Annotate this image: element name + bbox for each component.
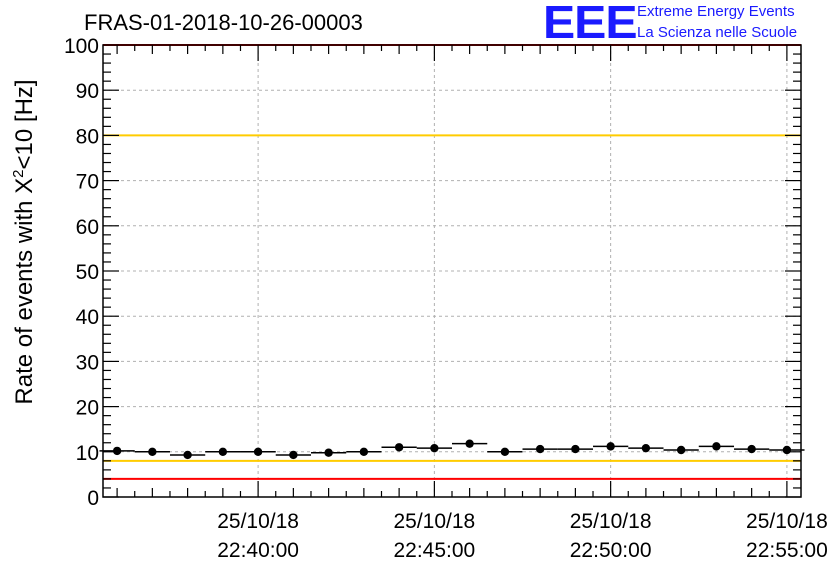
grid	[103, 45, 801, 497]
data-point	[112, 446, 122, 456]
data-point	[148, 447, 157, 456]
data-point	[218, 447, 228, 456]
data-point	[430, 443, 439, 453]
data-point	[500, 447, 510, 456]
y-tick-label: 10	[76, 442, 99, 465]
data-point	[289, 450, 298, 460]
data-point	[183, 450, 192, 460]
x-tick-label-date: 25/10/18	[570, 510, 652, 533]
x-tick-label-date: 25/10/18	[746, 510, 828, 533]
x-tick-label-date: 25/10/18	[393, 510, 475, 533]
logo-line-2: La Scienza nelle Scuole	[637, 24, 798, 41]
logo-line-1: Extreme Energy Events	[637, 3, 795, 20]
y-axis-title-main: Rate of events with X	[11, 178, 38, 405]
y-axis-title-sup: 2	[10, 169, 27, 177]
data-series	[99, 439, 805, 460]
data-point	[465, 439, 474, 448]
data-point	[606, 442, 615, 451]
data-point	[712, 442, 721, 451]
y-tick-label: 90	[76, 80, 99, 103]
data-point	[782, 445, 792, 455]
run-title: FRAS-01-2018-10-26-00003	[84, 10, 363, 35]
y-tick-label: 20	[76, 397, 99, 420]
data-point	[535, 444, 545, 454]
data-point	[676, 445, 686, 455]
x-tick-label-date: 25/10/18	[217, 510, 299, 533]
tick-labels: 0 10 20 30 40 50 60 70 80 90 100 25/10/18 22:40:00 25…	[64, 35, 828, 562]
data-point	[747, 444, 756, 454]
x-tick-label-time: 22:55:00	[746, 539, 828, 562]
y-tick-label: 50	[76, 261, 99, 284]
data-point	[253, 447, 263, 456]
data-point	[571, 444, 580, 454]
y-tick-label: 70	[76, 171, 99, 194]
data-point	[359, 447, 369, 456]
data-point	[324, 448, 333, 457]
x-tick-label-time: 22:45:00	[393, 539, 475, 562]
reference-lines	[103, 44, 801, 480]
x-tick-label-time: 22:40:00	[217, 539, 299, 562]
logo-mark: EEE	[543, 0, 638, 48]
plot-frame	[102, 44, 802, 498]
y-tick-label: 100	[64, 35, 99, 58]
x-tick-label-time: 22:50:00	[570, 539, 652, 562]
y-tick-label: 30	[76, 351, 99, 374]
data-point	[394, 443, 404, 452]
y-axis-title: Rate of events with X2<10 [Hz]	[10, 79, 38, 404]
y-tick-label: 40	[76, 306, 99, 329]
y-tick-label: 0	[87, 487, 99, 510]
y-tick-label: 60	[76, 216, 99, 239]
y-axis-title-tail: <10 [Hz]	[11, 79, 38, 169]
eee-logo: EEE Extreme Energy Events La Scienza nel…	[543, 0, 836, 46]
y-tick-label: 80	[76, 125, 99, 148]
data-point	[641, 443, 651, 453]
